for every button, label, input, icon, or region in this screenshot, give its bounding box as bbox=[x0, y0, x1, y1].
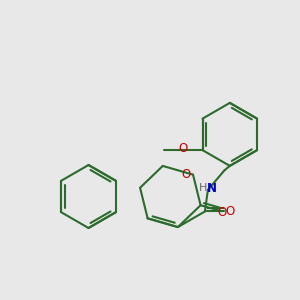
Text: O: O bbox=[225, 205, 234, 218]
Text: O: O bbox=[217, 206, 226, 219]
Text: H: H bbox=[199, 183, 208, 194]
Text: O: O bbox=[178, 142, 188, 154]
Text: N: N bbox=[207, 182, 217, 195]
Text: O: O bbox=[182, 168, 191, 181]
